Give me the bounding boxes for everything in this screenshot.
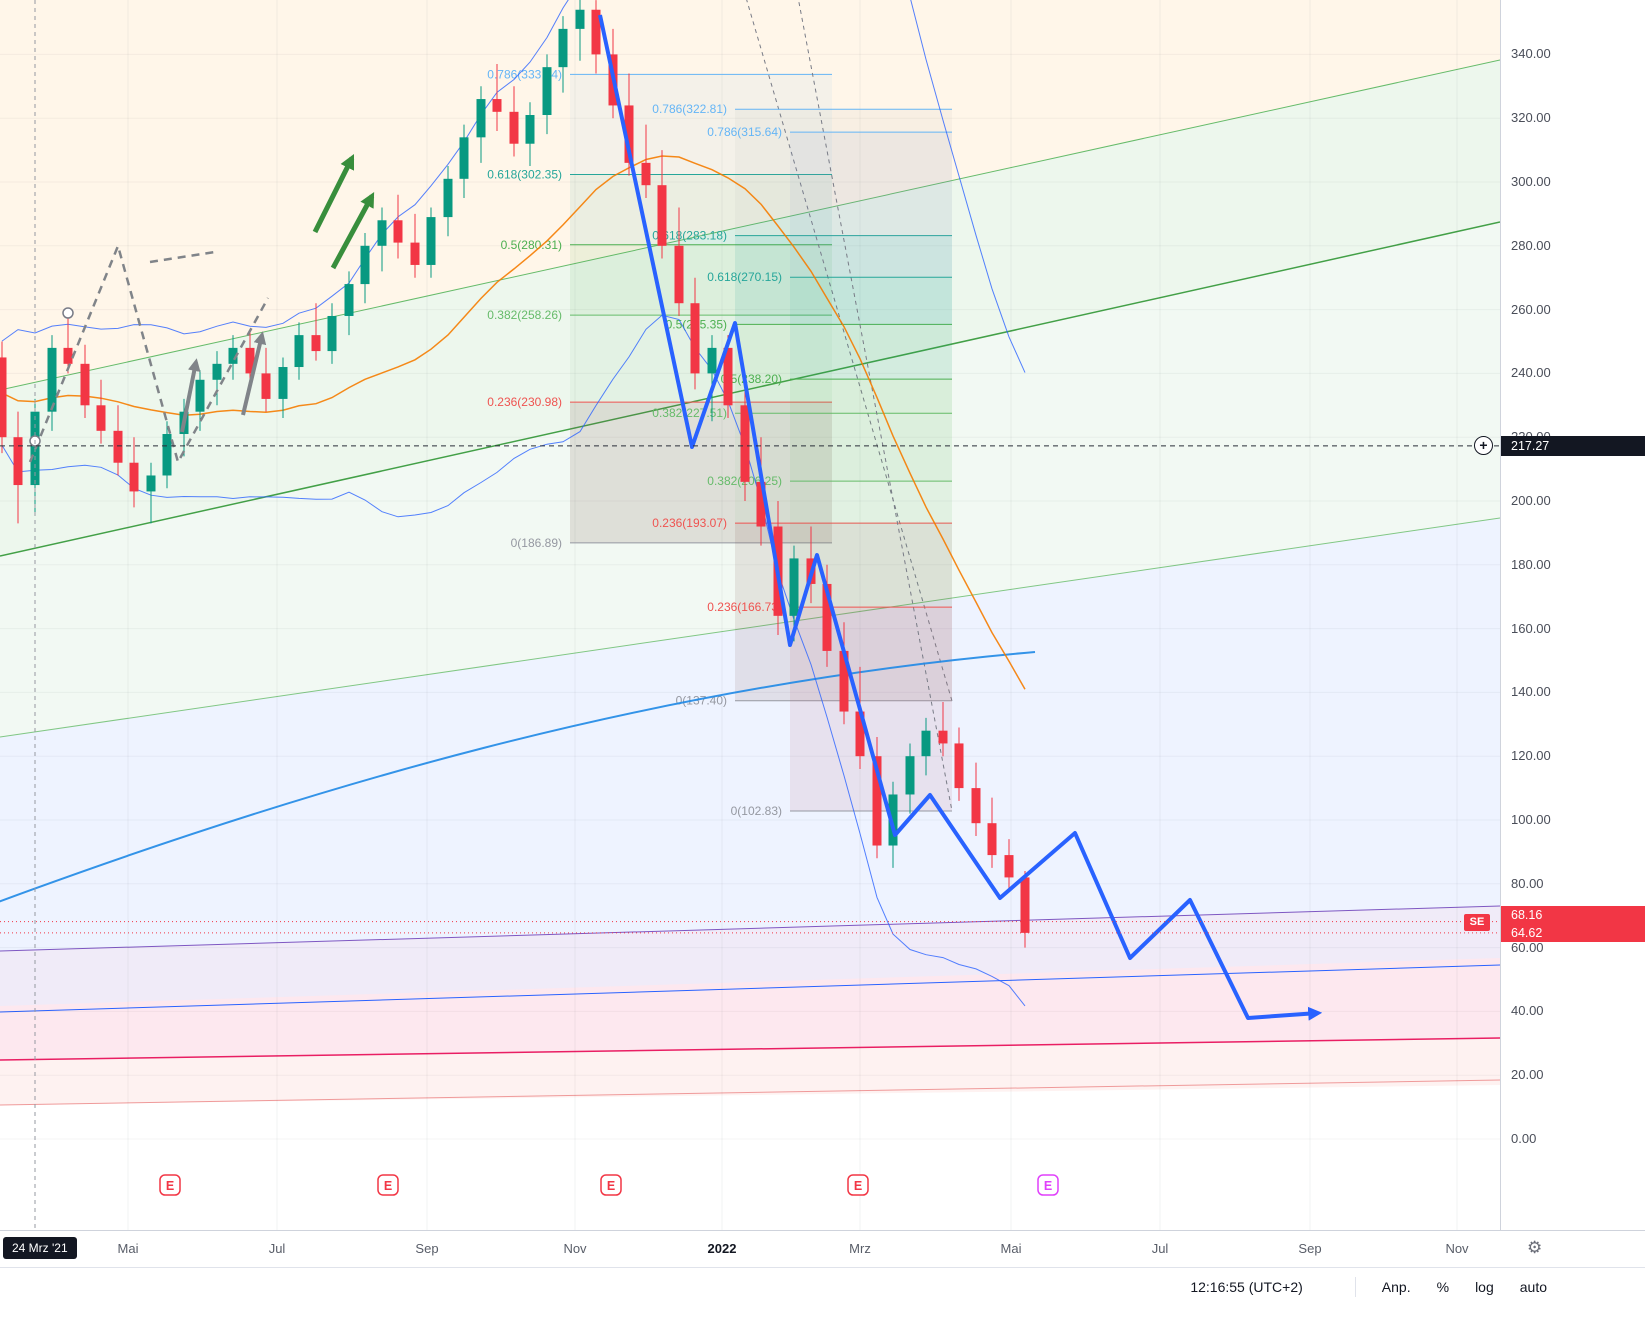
price-tick: 80.00 — [1511, 875, 1544, 891]
price-tick: 60.00 — [1511, 939, 1544, 955]
channel-bands — [0, 0, 1500, 1106]
price-tick: 180.00 — [1511, 556, 1551, 572]
slow-ma-line[interactable] — [0, 651, 1036, 905]
percent-scale-button[interactable]: % — [1436, 1278, 1450, 1295]
price-scale[interactable]: 340.00320.00300.00280.00260.00240.00220.… — [1500, 0, 1645, 1230]
time-label: Jul — [1151, 1241, 1169, 1256]
last-price-badge: 64.62 — [1501, 923, 1645, 942]
chart-pane[interactable]: 0.786(333.74) 0.618(302.35) 0.5(280.31) 0.3… — [0, 0, 1500, 1230]
green-up-arrow — [312, 153, 355, 234]
fib-level-label: 0.236(166.73) — [707, 600, 782, 614]
time-label: Mrz — [849, 1241, 871, 1256]
price-tick: 120.00 — [1511, 748, 1551, 764]
crosshair-lines — [0, 0, 1500, 1230]
projection-arrow[interactable] — [598, 14, 1323, 1021]
time-label: Jul — [268, 1241, 286, 1256]
price-tick: 0.00 — [1511, 1131, 1537, 1146]
price-tick: 100.00 — [1511, 812, 1551, 827]
price-tick: 280.00 — [1511, 237, 1551, 253]
price-tick: 140.00 — [1511, 684, 1551, 700]
crosshair-date-badge: 24 Mrz '21 — [3, 1237, 77, 1259]
bollinger-bands — [1, 0, 1026, 1007]
price-tick: 340.00 — [1511, 46, 1551, 62]
time-label: 2022 — [707, 1241, 737, 1256]
price-tick: 200.00 — [1511, 493, 1551, 508]
fib-level-label: 0(102.83) — [731, 804, 782, 818]
grid — [0, 0, 1500, 1230]
svg-text:E: E — [1044, 1179, 1052, 1193]
gear-icon[interactable]: ⚙ — [1527, 1238, 1543, 1257]
fib-level-label: 0.786(322.81) — [652, 102, 727, 116]
time-label: Sep — [1298, 1241, 1322, 1256]
adjust-data-button[interactable]: Anp. — [1381, 1278, 1411, 1295]
fib-level-label: 0(186.89) — [511, 536, 562, 550]
auto-scale-button[interactable]: auto — [1519, 1278, 1547, 1295]
gray-up-arrow — [241, 331, 267, 416]
time-label: Sep — [415, 1241, 439, 1256]
fib-level-label: 0.382(227.51) — [652, 406, 727, 420]
earnings-marker[interactable]: E — [847, 1174, 869, 1196]
price-tick: 40.00 — [1511, 1003, 1544, 1019]
fib-level-label: 0.236(193.07) — [652, 516, 727, 530]
svg-text:E: E — [607, 1179, 615, 1193]
svg-text:E: E — [166, 1179, 174, 1193]
plus-icon: + — [1479, 436, 1488, 453]
fib-level-label: 0.618(283.18) — [652, 229, 727, 243]
fib-level-label: 0.5(238.20) — [721, 372, 782, 386]
short-entry-tag: SE — [1464, 913, 1490, 931]
price-tick: 160.00 — [1511, 620, 1551, 636]
crosshair-price-badge: 217.27 — [1501, 435, 1645, 456]
price-tick: 240.00 — [1511, 365, 1551, 381]
chart-canvas[interactable]: 0.786(333.74)0.618(302.35)0.5(280.31)0.3… — [0, 0, 1500, 1230]
time-label: Mai — [117, 1241, 139, 1256]
fib-level-label: 0.618(302.35) — [487, 168, 562, 182]
toolbar-divider — [1354, 1276, 1356, 1297]
user-drawings[interactable] — [28, 153, 375, 466]
price-tick: 300.00 — [1511, 174, 1551, 189]
fib-level-label: 0.236(230.98) — [487, 395, 562, 409]
short-entry-price-badge: 68.16 — [1501, 905, 1645, 924]
gray-up-arrow — [180, 358, 201, 433]
price-tick: 260.00 — [1511, 301, 1551, 317]
add-alert-plus-button[interactable]: + — [1474, 435, 1493, 455]
time-scale[interactable]: 24 Mrz '21 Mai Jul Sep Nov 2022 Mrz Mai Jul Sep N… — [0, 1230, 1645, 1268]
time-label: Mai — [1000, 1241, 1022, 1256]
earnings-marker[interactable]: E — [159, 1174, 181, 1196]
log-scale-button[interactable]: log — [1475, 1278, 1494, 1295]
fib-level-label: 0.382(258.26) — [487, 308, 562, 322]
svg-text:E: E — [384, 1179, 392, 1193]
time-label: Nov — [1445, 1241, 1469, 1256]
bottom-toolbar: 12:16:55 (UTC+2) Anp. % log auto — [0, 1267, 1645, 1305]
svg-text:E: E — [854, 1179, 862, 1193]
fib-retracements[interactable]: 0.786(333.74)0.618(302.35)0.5(280.31)0.3… — [487, 0, 953, 818]
session-clock[interactable]: 12:16:55 (UTC+2) — [1190, 1278, 1303, 1295]
fib-level-label: 0.786(315.64) — [707, 125, 782, 139]
price-tick: 20.00 — [1511, 1067, 1544, 1083]
time-label: Nov — [563, 1241, 587, 1256]
earnings-marker[interactable]: E — [600, 1174, 622, 1196]
earnings-marker[interactable]: E — [1037, 1174, 1059, 1196]
earnings-marker[interactable]: E — [377, 1174, 399, 1196]
price-tick: 320.00 — [1511, 110, 1551, 126]
fib-level-label: 0.618(270.15) — [707, 270, 782, 284]
fib-level-label: 0.5(280.31) — [501, 238, 562, 252]
green-up-arrow — [330, 192, 375, 270]
candles — [0, 0, 1030, 948]
